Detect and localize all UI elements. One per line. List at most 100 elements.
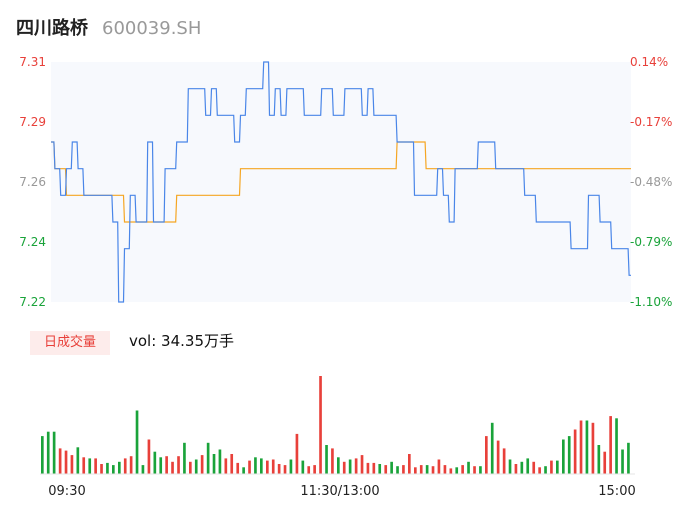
volume-bar <box>218 449 222 474</box>
volume-bar <box>46 431 50 474</box>
volume-bar <box>283 465 287 474</box>
volume-bar <box>402 465 405 474</box>
volume-bar <box>289 459 293 474</box>
y-tick-right-label: -0.17% <box>630 115 672 129</box>
volume-bar <box>449 468 453 474</box>
volume-bar <box>467 461 470 475</box>
volume-bar <box>390 461 393 475</box>
y-tick-right-label: -0.79% <box>630 235 672 249</box>
price-line <box>51 61 631 303</box>
volume-bar <box>396 466 399 474</box>
volume-bar <box>597 445 601 474</box>
volume-bar <box>260 458 263 474</box>
volume-bar <box>153 451 157 474</box>
volume-bar <box>307 466 311 474</box>
volume-bar <box>337 457 340 474</box>
volume-bar <box>295 433 299 474</box>
volume-bar <box>502 448 506 474</box>
volume-bar <box>455 467 459 474</box>
volume-bar <box>112 465 115 474</box>
volume-bar <box>567 436 571 474</box>
volume-bar <box>147 439 151 474</box>
volume-bar <box>301 460 305 474</box>
volume-bar <box>573 429 577 474</box>
y-tick-right-label: -0.48% <box>630 175 672 189</box>
volume-bar <box>224 458 228 474</box>
volume-bar <box>419 465 423 474</box>
y-tick-right-label: -1.10% <box>630 295 672 309</box>
volume-bar <box>236 462 240 474</box>
volume-bar <box>532 461 536 475</box>
volume-bar <box>313 465 316 474</box>
volume-bar <box>544 466 547 474</box>
volume-bar <box>354 458 358 474</box>
volume-bar <box>189 461 192 475</box>
volume-bar <box>550 460 553 474</box>
volume-bar <box>106 462 109 474</box>
volume-bar <box>331 448 334 474</box>
x-tick-label: 15:00 <box>598 484 635 499</box>
volume-bars <box>41 376 630 475</box>
y-axis-right-labels: 0.14% -0.17% -0.48% -0.79% -1.10% <box>630 55 672 309</box>
x-tick-label: 09:30 <box>48 484 85 499</box>
volume-bar <box>165 456 168 474</box>
volume-bar <box>159 457 163 474</box>
volume-bar <box>425 465 429 474</box>
volume-bar <box>342 461 346 475</box>
volume-text: vol: 34.35万手 <box>129 332 234 350</box>
y-tick-left-label: 7.26 <box>19 175 46 189</box>
volume-bar <box>443 465 447 474</box>
volume-badge[interactable]: 日成交量 <box>30 331 110 355</box>
stock-name: 四川路桥 <box>16 18 88 39</box>
price-plot-area <box>51 62 631 302</box>
volume-bar <box>319 376 322 474</box>
volume-bar <box>556 460 559 474</box>
volume-bar <box>508 459 512 474</box>
volume-bar <box>520 461 524 475</box>
volume-bar <box>118 461 121 475</box>
volume-bar <box>271 459 275 474</box>
volume-bar <box>461 465 464 474</box>
y-axis-left-labels: 7.31 7.29 7.26 7.24 7.22 <box>19 55 46 309</box>
volume-bar <box>591 422 595 474</box>
volume-bar <box>496 440 500 474</box>
volume-bar <box>437 459 441 474</box>
stock-code: 600039.SH <box>102 18 202 39</box>
volume-bar <box>212 454 216 474</box>
volume-bar <box>183 442 186 474</box>
volume-bar <box>58 448 62 474</box>
volume-bar <box>242 467 245 474</box>
volume-bar <box>141 465 145 474</box>
avg-price-line <box>51 141 631 223</box>
volume-bar <box>94 458 97 474</box>
volume-bar <box>360 455 364 474</box>
volume-bar <box>603 451 607 474</box>
y-tick-right-label: 0.14% <box>630 55 668 69</box>
volume-bar <box>526 458 530 474</box>
volume-bar <box>431 466 435 474</box>
volume-bar <box>627 442 630 474</box>
volume-bar <box>609 416 612 474</box>
x-axis-labels: 09:30 11:30/13:00 15:00 <box>48 484 635 499</box>
volume-bar <box>378 464 382 474</box>
volume-bar <box>88 458 92 474</box>
volume-bar <box>171 461 174 475</box>
volume-bar <box>538 467 541 474</box>
volume-bar <box>194 459 198 474</box>
volume-bar <box>177 456 180 474</box>
volume-bar <box>76 447 80 474</box>
x-tick-label: 11:30/13:00 <box>300 484 379 499</box>
volume-bar <box>100 464 103 474</box>
volume-bar <box>230 454 234 474</box>
volume-bar <box>621 449 624 474</box>
volume-bar <box>479 466 482 474</box>
volume-bar <box>248 460 251 474</box>
volume-bar <box>414 467 417 474</box>
header: 四川路桥 600039.SH <box>16 14 202 39</box>
y-tick-left-label: 7.22 <box>19 295 46 309</box>
y-tick-left-label: 7.29 <box>19 115 46 129</box>
volume-bar <box>52 431 56 474</box>
volume-bar <box>585 420 589 474</box>
volume-bar <box>266 460 269 474</box>
volume-bar <box>408 454 411 474</box>
